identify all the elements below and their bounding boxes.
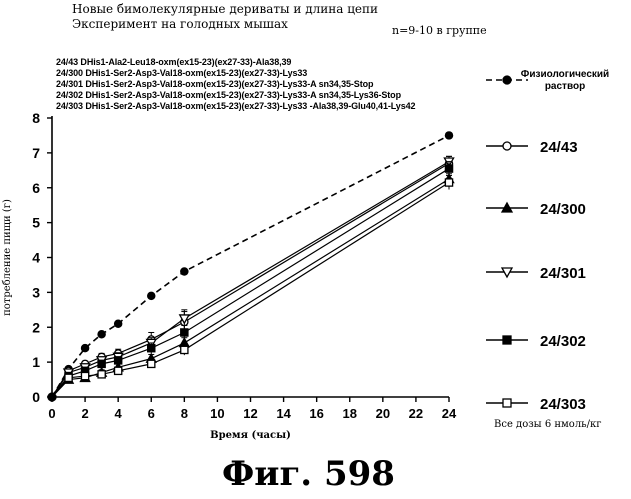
legend-marker [503,76,511,84]
data-point [81,345,88,352]
legend-label: 24/43 [540,139,578,156]
data-point [65,374,72,381]
x-tick-label: 18 [343,406,357,421]
data-point [181,346,188,353]
x-tick-label: 16 [309,406,323,421]
series-line [52,183,449,397]
x-tick-label: 4 [115,406,123,421]
y-tick-label: 2 [32,319,40,335]
legend-label: 24/302 [540,333,586,350]
data-point [445,132,452,139]
legend-label: 24/300 [540,201,586,218]
data-point [98,360,105,367]
data-point [445,165,452,172]
x-tick-label: 20 [376,406,390,421]
legend-marker [503,142,511,150]
y-axis-title: потребление пищи (г) [2,199,13,316]
data-point [181,268,188,275]
figure-caption: Фиг. 598 [222,454,395,494]
legend-label: 24/301 [540,265,586,282]
x-axis-title: Время (часы) [210,430,291,441]
x-tick-label: 22 [409,406,423,421]
x-tick-label: 8 [181,406,188,421]
data-point [81,372,88,379]
y-tick-label: 6 [32,180,40,196]
dose-note: Все дозы 6 нмоль/кг [494,419,601,430]
y-tick-label: 7 [32,145,40,161]
data-point [115,357,122,364]
y-tick-label: 5 [32,215,40,231]
y-tick-label: 4 [32,250,40,266]
legend-marker [503,399,511,407]
x-tick-label: 0 [48,406,55,421]
legend-marker [503,336,511,344]
data-point [115,367,122,374]
data-point [115,320,122,327]
data-point [445,179,452,186]
y-tick-label: 8 [32,110,40,126]
x-tick-label: 6 [148,406,155,421]
x-tick-label: 10 [210,406,224,421]
data-point [98,371,105,378]
legend-label: Физиологический [521,69,609,80]
food-intake-chart: 012345678024681012141618202224Время (час… [0,0,631,450]
data-point [148,360,155,367]
y-tick-label: 1 [32,354,40,370]
series-line [52,179,449,397]
data-point [181,329,188,336]
data-point [148,292,155,299]
y-tick-label: 3 [32,284,40,300]
legend-label: раствор [545,81,585,92]
x-tick-label: 24 [442,406,457,421]
x-tick-label: 12 [243,406,257,421]
legend-label: 24/303 [540,396,586,413]
y-tick-label: 0 [32,389,40,405]
data-point [148,345,155,352]
data-point [98,331,105,338]
x-tick-label: 14 [276,406,291,421]
x-tick-label: 2 [81,406,88,421]
